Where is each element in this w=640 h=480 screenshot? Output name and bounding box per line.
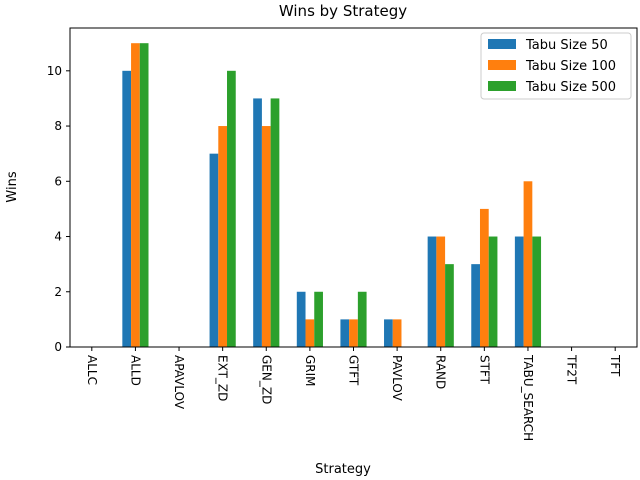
- bar-grim-series-3: [314, 291, 323, 347]
- legend-box: [480, 32, 632, 100]
- bar-tabu-search-series-3: [532, 236, 542, 347]
- bar-alld-series-1: [122, 70, 132, 348]
- bar-gen-zd-series-2: [261, 126, 271, 347]
- y-tick-label: 0: [54, 340, 62, 354]
- x-tick-label: RAND: [434, 355, 448, 389]
- bar-gtft-series-3: [357, 291, 367, 347]
- bar-rand-series-2: [436, 236, 446, 347]
- bar-tabu-search-series-2: [523, 181, 533, 347]
- y-axis-ticks: 0 2 4 6 8 10: [47, 64, 70, 354]
- bar-stft-series-1: [471, 264, 480, 347]
- legend-swatch-series-3: [488, 81, 516, 91]
- x-tick-label: GEN_ZD: [259, 355, 273, 404]
- x-tick-label: PAVLOV: [390, 355, 404, 402]
- x-tick-label: TF2T: [565, 354, 579, 385]
- bar-pavlov-series-1: [384, 319, 393, 347]
- bar-ext-zd-series-1: [209, 153, 219, 347]
- bar-alld-series-2: [131, 43, 140, 347]
- bar-gtft-series-1: [340, 319, 350, 347]
- bar-alld-series-3: [139, 43, 149, 347]
- x-tick-label: TFT: [608, 354, 622, 377]
- bar-grim-series-2: [305, 319, 315, 347]
- bar-rand-series-1: [427, 236, 437, 347]
- chart-title: Wins by Strategy: [279, 2, 407, 20]
- bar-gtft-series-2: [349, 319, 358, 347]
- bar-gen-zd-series-3: [270, 98, 280, 347]
- y-tick-label: 6: [54, 174, 62, 188]
- bar-tabu-search-series-1: [514, 236, 524, 347]
- x-axis-title: Strategy: [315, 462, 371, 477]
- x-tick-label: ALLD: [128, 355, 142, 386]
- bar-ext-zd-series-2: [218, 126, 228, 347]
- x-tick-label: GTFT: [347, 355, 361, 386]
- bar-grim-series-1: [296, 291, 306, 347]
- legend-swatch-series-2: [488, 60, 516, 70]
- legend-swatch-series-1: [488, 39, 516, 49]
- bars-group: [122, 43, 542, 348]
- legend-label-series-3: Tabu Size 500: [525, 80, 616, 95]
- bar-pavlov-series-2: [392, 319, 402, 347]
- bar-ext-zd-series-3: [227, 70, 236, 348]
- x-tick-label: TABU_SEARCH: [521, 354, 535, 441]
- x-tick-label: APAVLOV: [172, 355, 186, 410]
- legend: Tabu Size 50 Tabu Size 100 Tabu Size 500: [480, 32, 632, 100]
- y-axis-title: Wins: [5, 171, 20, 202]
- x-tick-label: EXT_ZD: [216, 355, 230, 401]
- bar-stft-series-2: [479, 208, 489, 347]
- legend-label-series-1: Tabu Size 50: [525, 38, 608, 53]
- y-tick-label: 4: [54, 230, 62, 244]
- x-tick-label: ALLC: [85, 355, 99, 385]
- y-tick-label: 8: [54, 119, 62, 133]
- x-axis-ticks: ALLC ALLD APAVLOV EXT_ZD GEN_ZD GRIM GTFT PAVLO…: [85, 347, 622, 441]
- x-tick-label: STFT: [477, 355, 491, 385]
- x-tick-label: GRIM: [303, 355, 317, 387]
- y-tick-label: 2: [54, 285, 62, 299]
- y-tick-label: 10: [47, 64, 62, 78]
- bar-stft-series-3: [488, 236, 498, 347]
- legend-label-series-2: Tabu Size 100: [525, 59, 616, 74]
- bar-rand-series-3: [445, 264, 454, 347]
- bar-gen-zd-series-1: [253, 98, 262, 347]
- plot-frame: [69, 27, 638, 348]
